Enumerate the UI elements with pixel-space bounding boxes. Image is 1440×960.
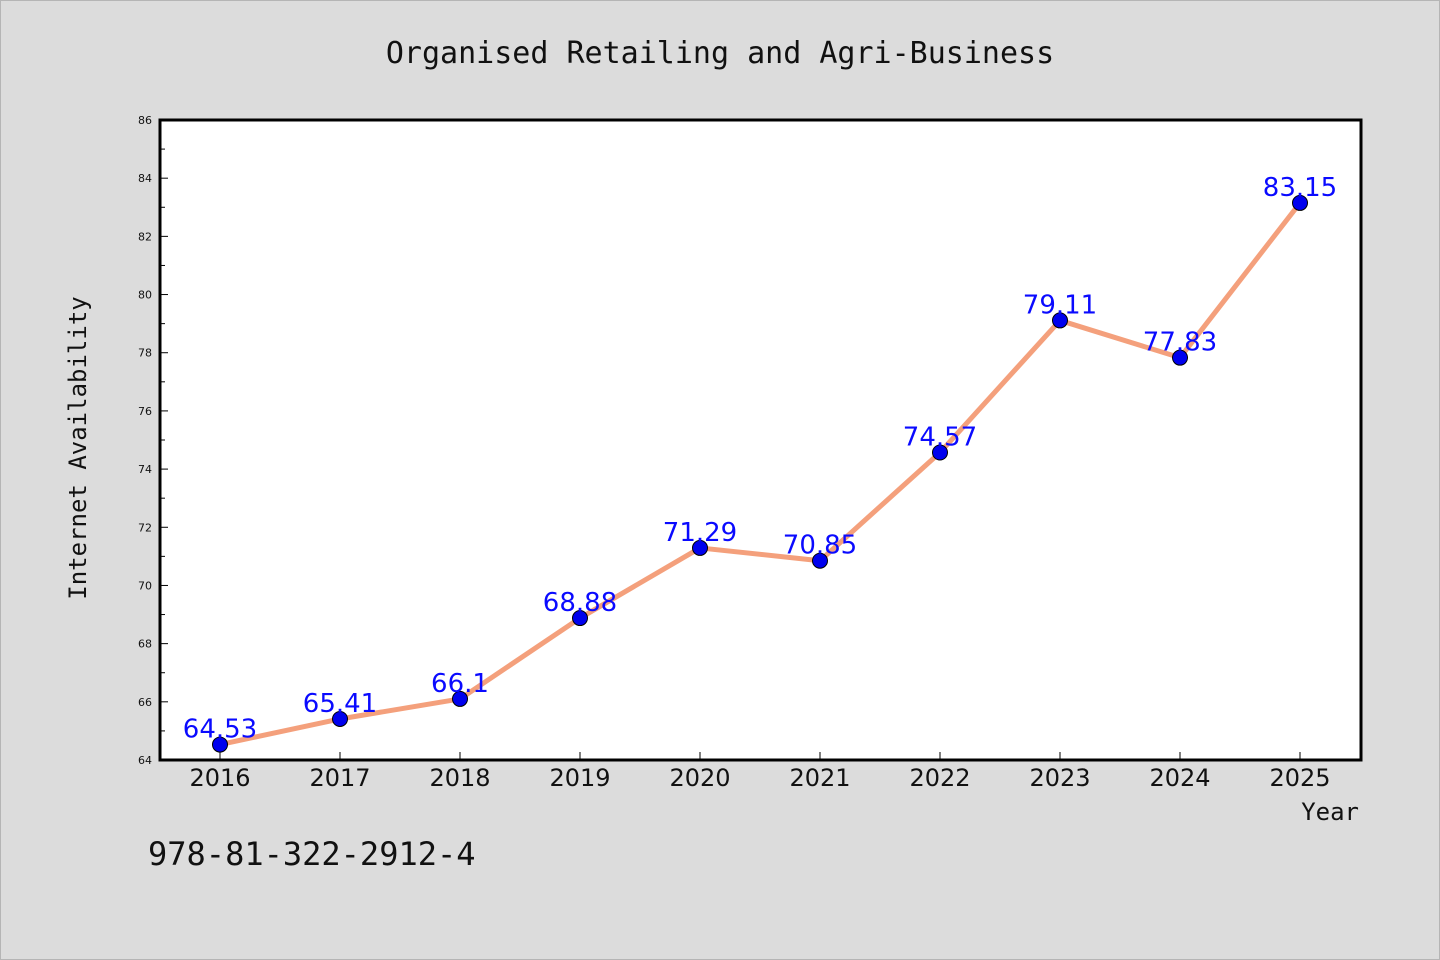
data-point: [1172, 349, 1188, 366]
y-tick-label: 84: [138, 172, 152, 185]
data-point: [572, 610, 588, 627]
data-label: 79.11: [1023, 290, 1097, 320]
data-label: 66.1: [431, 669, 489, 699]
data-labels: 64.53 65.41 66.1 68.88 71.29 70.85 74.57 79.11 7…: [183, 173, 1337, 745]
x-tick-label: 2020: [669, 764, 730, 792]
data-point: [692, 539, 708, 556]
x-axis-ticks: 2016 2017 2018 2019 2020 2021 2022 2023 2024 2025: [189, 752, 1331, 792]
isbn-annotation: 978-81-322-2912-4: [148, 835, 476, 873]
x-axis-label: Year: [1301, 798, 1359, 826]
y-tick-label: 70: [138, 579, 152, 592]
x-tick-label: 2024: [1149, 764, 1210, 792]
x-tick-label: 2021: [789, 764, 850, 792]
data-point: [812, 552, 828, 569]
data-label: 83.15: [1263, 173, 1337, 203]
data-label: 77.83: [1143, 328, 1217, 358]
data-markers: [212, 194, 1308, 753]
data-point: [452, 690, 468, 707]
data-label: 64.53: [183, 715, 257, 745]
y-tick-label: 80: [138, 289, 152, 302]
data-label: 74.57: [903, 423, 977, 453]
x-tick-label: 2023: [1029, 764, 1090, 792]
y-axis-label: Internet Availability: [64, 296, 92, 599]
x-tick-label: 2018: [429, 764, 490, 792]
y-tick-label: 66: [138, 696, 152, 709]
data-label: 65.41: [303, 689, 377, 719]
x-tick-label: 2022: [909, 764, 970, 792]
chart-title: Organised Retailing and Agri-Business: [386, 36, 1054, 71]
data-point: [1292, 194, 1308, 211]
data-label: 68.88: [543, 588, 617, 618]
y-axis-ticks: 64 66 68 70 72 74 76 78 80 82 84 86: [138, 114, 168, 767]
y-tick-label: 82: [138, 230, 152, 243]
plot-border: [158, 118, 1363, 762]
series-line: [219, 201, 1302, 748]
data-point: [332, 710, 348, 727]
data-point: [932, 444, 948, 461]
y-tick-label: 72: [138, 521, 152, 534]
data-label: 70.85: [783, 531, 857, 561]
data-point: [1052, 312, 1068, 329]
y-tick-label: 86: [138, 114, 152, 127]
data-label: 71.29: [663, 518, 737, 548]
x-tick-label: 2025: [1269, 764, 1330, 792]
series-line-group: [219, 201, 1302, 748]
y-tick-label: 78: [138, 347, 152, 360]
y-tick-label: 76: [138, 405, 152, 418]
y-tick-label: 64: [138, 754, 152, 767]
data-point: [212, 736, 228, 753]
x-tick-label: 2016: [189, 764, 250, 792]
plot-area: [160, 120, 1361, 760]
y-tick-label: 74: [138, 463, 152, 476]
y-tick-label: 68: [138, 638, 152, 651]
x-tick-label: 2017: [309, 764, 370, 792]
x-tick-label: 2019: [549, 764, 610, 792]
